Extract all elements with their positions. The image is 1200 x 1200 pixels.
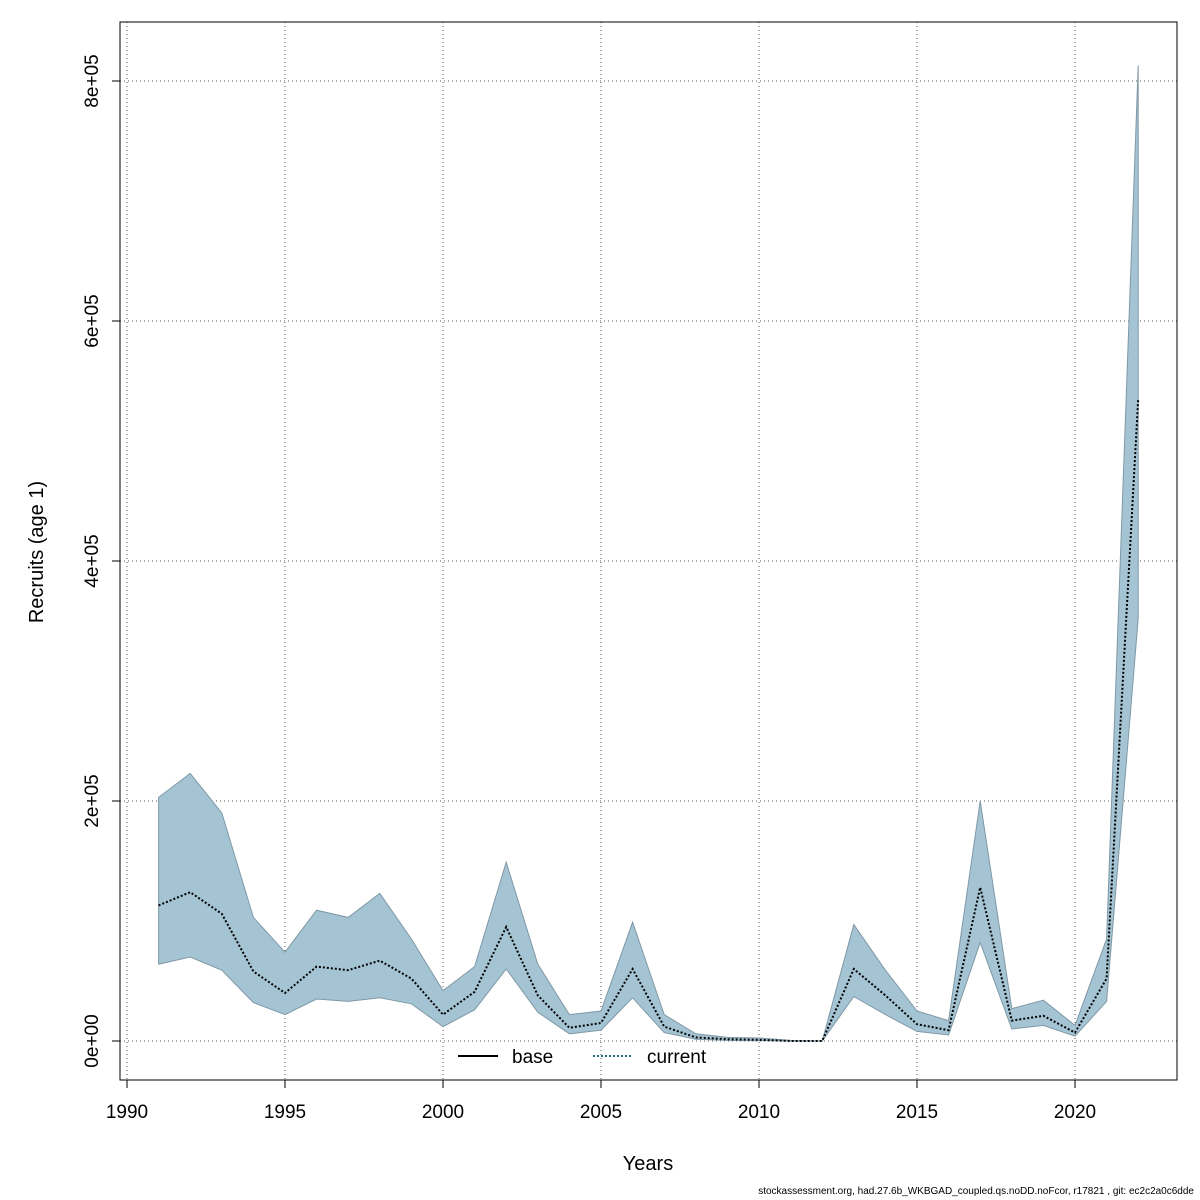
legend-base-label: base — [512, 1047, 553, 1068]
y-tick-label-200000: 2e+05 — [82, 774, 103, 827]
confidence-band-area — [158, 65, 1139, 1042]
x-axis: 1990 1995 2000 2005 2010 2015 2020 — [106, 1079, 1096, 1123]
x-tick-label-1990: 1990 — [106, 1102, 148, 1123]
y-axis-title: Recruits (age 1) — [26, 481, 48, 623]
x-tick-label-1995: 1995 — [264, 1102, 306, 1123]
legend-current-label: current — [647, 1047, 707, 1068]
grid-lines — [120, 22, 1177, 1080]
footer-source-text: stockassessment.org, had.27.6b_WKBGAD_co… — [758, 1186, 1194, 1197]
y-tick-label-600000: 6e+05 — [82, 294, 103, 347]
y-axis: 0e+00 2e+05 4e+05 6e+05 8e+05 — [82, 54, 121, 1068]
x-axis-title: Years — [623, 1153, 673, 1175]
series-line-current — [158, 398, 1140, 1042]
y-tick-label-800000: 8e+05 — [82, 54, 103, 107]
x-tick-label-2010: 2010 — [738, 1102, 780, 1123]
x-tick-label-2005: 2005 — [580, 1102, 622, 1123]
series-line-layer — [158, 398, 1140, 1042]
confidence-band-layer — [158, 65, 1139, 1042]
x-tick-label-2020: 2020 — [1054, 1102, 1096, 1123]
x-tick-label-2015: 2015 — [896, 1102, 938, 1123]
y-tick-label-400000: 4e+05 — [82, 534, 103, 587]
legend: base current — [458, 1047, 707, 1068]
x-tick-label-2000: 2000 — [422, 1102, 464, 1123]
plot-frame — [119, 21, 1178, 1081]
y-tick-label-0: 0e+00 — [82, 1014, 103, 1067]
